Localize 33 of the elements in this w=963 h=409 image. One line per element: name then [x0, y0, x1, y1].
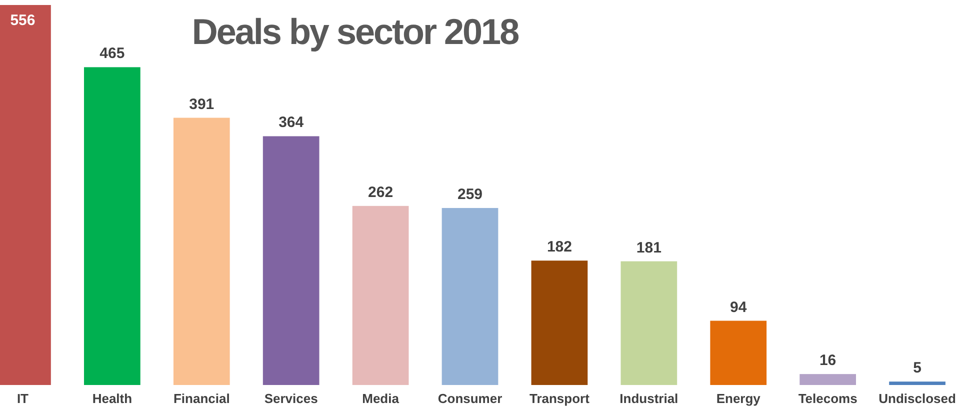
x-tick-label: Industrial — [620, 391, 678, 406]
bar — [262, 136, 320, 385]
bar — [889, 382, 946, 385]
bar — [352, 206, 409, 385]
bar — [173, 118, 230, 385]
bar — [710, 320, 767, 385]
x-tick-label: Health — [92, 391, 132, 406]
data-label: 182 — [546, 238, 572, 256]
data-label: 259 — [457, 186, 483, 203]
data-label: 94 — [730, 298, 748, 316]
x-tick-label: Energy — [716, 391, 762, 406]
data-label: 391 — [189, 96, 214, 113]
data-label: 556 — [10, 12, 36, 29]
bar — [800, 374, 856, 385]
x-tick-label: Telecoms — [798, 391, 858, 406]
x-tick-label: Transport — [529, 391, 590, 406]
bar — [442, 208, 498, 385]
bar — [620, 261, 678, 385]
bar — [531, 260, 588, 385]
x-tick-label: Media — [362, 391, 400, 406]
x-tick-label: Undisclosed — [878, 391, 956, 406]
x-tick-label: Financial — [173, 391, 230, 406]
data-label: 364 — [278, 114, 304, 132]
bar — [84, 67, 140, 385]
chart-title: Deals by sector 2018 — [192, 11, 519, 52]
data-label: 465 — [100, 45, 125, 62]
x-tick-label: Consumer — [438, 391, 502, 406]
data-label: 181 — [636, 239, 662, 256]
x-tick-label: Services — [264, 391, 318, 406]
data-label: 262 — [368, 184, 394, 201]
x-tick-label: IT — [16, 391, 29, 406]
data-label: 5 — [913, 360, 922, 377]
data-label: 16 — [819, 352, 836, 370]
